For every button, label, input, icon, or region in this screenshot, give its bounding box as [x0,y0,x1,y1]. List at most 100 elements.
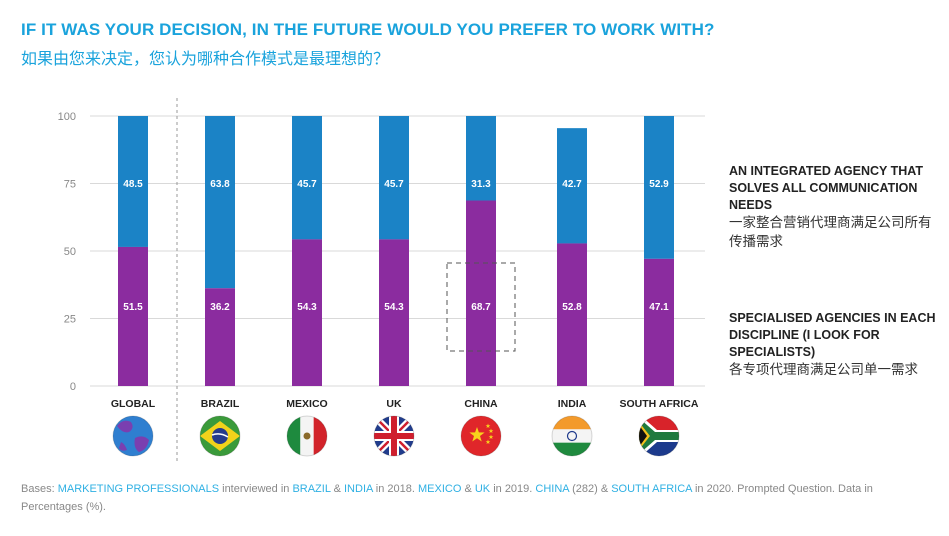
flag-body [639,416,679,456]
star [485,439,491,444]
bar-specialised [557,243,587,386]
footer-highlight: MEXICO [418,483,462,495]
y-tick-label: 100 [58,111,76,123]
black [639,425,647,447]
band [211,433,229,438]
white [552,429,592,443]
flag-rim [460,415,502,457]
land [134,436,149,452]
flag-rim [638,415,680,457]
green [552,442,592,456]
flag-rim [112,415,154,457]
bar-integrated [205,116,235,289]
bar-specialised [644,258,674,386]
ocean [113,416,153,456]
footer-text: in 2020. Prompted Question. Data in Perc… [21,483,873,513]
star [488,428,494,433]
category-label: CHINA [464,398,498,410]
footer-text: & [330,483,344,495]
bar-integrated [644,116,674,259]
land [117,420,133,433]
bar-specialised [292,239,322,386]
footer-note: Bases: MARKETING PROFESSIONALS interview… [21,480,921,516]
star [469,427,485,442]
bar-specialised [379,239,409,386]
category-label: SOUTH AFRICA [620,398,699,410]
bar-integrated [379,116,409,240]
brazil-flag-icon [199,415,241,457]
green [287,416,301,456]
bar-integrated [557,128,587,244]
flag-rim [551,415,593,457]
cross-red [374,433,414,439]
flag-body [200,416,240,456]
stacked-bar-chart: 100 75 50 25 0 48.5 51.5 GLOBAL 63.8 36.2 BRAZIL 45… [58,98,705,462]
footer-highlight: UK [474,483,491,495]
china-flag-icon [460,415,502,457]
south-africa-flag-icon [638,415,680,457]
uk-flag-icon [373,415,415,457]
bar-integrated [292,116,322,240]
footer-text: interviewed in [219,483,293,495]
category-label: MEXICO [286,398,327,410]
flag-body [552,416,592,456]
data-label-integrated: 48.5 [123,179,143,190]
flag-rim [286,415,328,457]
data-label-specialised: 68.7 [471,302,491,313]
flag-rim [199,415,241,457]
chart-title: IF IT WAS YOUR DECISION, IN THE FUTURE W… [21,20,715,39]
bar-specialised [118,246,148,386]
flag-body [287,416,327,456]
flag-rim [373,415,415,457]
data-label-integrated: 42.7 [562,179,582,190]
saffron [552,416,592,430]
data-label-specialised: 47.1 [649,302,669,313]
y-tick-label: 25 [64,314,76,326]
bar-integrated [118,116,148,247]
data-label-integrated: 45.7 [297,179,317,190]
highlight-box [446,262,516,352]
legend-specialised-zh: 各专项代理商满足公司单一需求 [729,362,918,378]
y-tick-label: 50 [64,246,76,258]
globe-icon [112,415,154,457]
star [485,423,491,428]
footer-text: in 2019. [490,483,536,495]
data-label-specialised: 54.3 [297,302,317,313]
flag-body [113,416,153,456]
red [313,416,327,456]
flag-body [374,416,414,456]
data-label-specialised: 51.5 [123,302,143,313]
green-y [639,418,679,454]
data-label-integrated: 45.7 [384,179,404,190]
y-tick-label: 75 [64,179,76,191]
bar-integrated [466,116,496,201]
y-tick-label: 0 [70,381,76,393]
chart-subtitle: 如果由您来决定，您认为哪种合作模式是最理想的？ [21,49,390,68]
bar-specialised [205,288,235,386]
star [488,434,494,439]
footer-highlight: MARKETING PROFESSIONALS [57,483,220,495]
land [119,442,127,451]
legend-integrated-en: AN INTEGRATED AGENCY THAT SOLVES ALL COM… [729,164,923,212]
footer-highlight: CHINA [535,483,570,495]
footer-text: Bases: [21,483,58,495]
india-flag-icon [551,415,593,457]
legend-specialised: SPECIALISED AGENCIES IN EACH DISCIPLINE … [729,310,939,380]
circle [212,428,228,444]
footer-text: (282) & [569,483,612,495]
flag-body [461,416,501,456]
category-label: INDIA [558,398,587,410]
data-label-integrated: 52.9 [649,179,669,190]
footer-highlight: INDIA [344,483,373,495]
chakra [566,430,578,442]
category-label: UK [386,398,402,410]
data-label-specialised: 36.2 [210,302,230,313]
emblem [303,432,311,440]
data-label-integrated: 31.3 [471,179,491,190]
category-label: BRAZIL [201,398,240,410]
mexico-flag-icon [286,415,328,457]
category-label: GLOBAL [111,398,156,410]
data-label-specialised: 52.8 [562,302,582,313]
data-label-specialised: 54.3 [384,302,404,313]
legend-integrated-zh: 一家整合营销代理商满足公司所有传播需求 [729,215,932,250]
